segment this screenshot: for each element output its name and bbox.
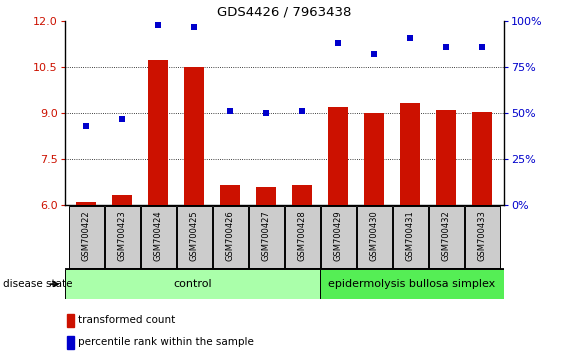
Bar <box>68 336 74 349</box>
FancyBboxPatch shape <box>393 206 427 268</box>
Text: GSM700428: GSM700428 <box>298 211 307 261</box>
Bar <box>149 59 168 205</box>
Bar <box>113 195 132 205</box>
Point <box>334 40 343 46</box>
Point <box>118 116 127 122</box>
Text: GSM700425: GSM700425 <box>190 211 199 261</box>
FancyBboxPatch shape <box>65 269 320 299</box>
Bar <box>256 187 276 205</box>
FancyBboxPatch shape <box>177 206 212 268</box>
FancyBboxPatch shape <box>285 206 320 268</box>
Bar <box>400 103 420 205</box>
Text: GSM700429: GSM700429 <box>334 211 343 261</box>
Bar <box>436 110 456 205</box>
FancyBboxPatch shape <box>429 206 463 268</box>
Point <box>82 123 91 129</box>
Text: GSM700430: GSM700430 <box>370 211 379 261</box>
Point <box>226 109 235 114</box>
Text: GSM700427: GSM700427 <box>262 211 271 261</box>
Text: GSM700426: GSM700426 <box>226 211 235 261</box>
Bar <box>185 67 204 205</box>
Point <box>154 22 163 28</box>
Point <box>370 52 379 57</box>
FancyBboxPatch shape <box>465 206 499 268</box>
Text: GSM700432: GSM700432 <box>442 211 451 261</box>
Text: control: control <box>173 279 212 289</box>
Title: GDS4426 / 7963438: GDS4426 / 7963438 <box>217 6 351 19</box>
Text: GSM700422: GSM700422 <box>82 211 91 261</box>
Bar <box>364 113 384 205</box>
FancyBboxPatch shape <box>357 206 392 268</box>
Bar <box>77 202 96 205</box>
FancyBboxPatch shape <box>141 206 176 268</box>
Bar <box>472 112 492 205</box>
Text: transformed count: transformed count <box>78 315 175 325</box>
Point <box>262 110 271 116</box>
FancyBboxPatch shape <box>105 206 140 268</box>
Point <box>478 44 487 50</box>
Point <box>190 24 199 30</box>
Text: GSM700424: GSM700424 <box>154 211 163 261</box>
FancyBboxPatch shape <box>320 269 504 299</box>
Bar <box>328 107 348 205</box>
Point <box>406 35 415 41</box>
Text: GSM700433: GSM700433 <box>478 211 487 261</box>
Bar <box>68 314 74 327</box>
Point <box>442 44 451 50</box>
Text: GSM700423: GSM700423 <box>118 211 127 261</box>
Text: percentile rank within the sample: percentile rank within the sample <box>78 337 254 348</box>
FancyBboxPatch shape <box>249 206 284 268</box>
FancyBboxPatch shape <box>213 206 248 268</box>
Text: GSM700431: GSM700431 <box>406 211 415 261</box>
Text: epidermolysis bullosa simplex: epidermolysis bullosa simplex <box>328 279 496 289</box>
Bar <box>221 185 240 205</box>
Bar <box>292 185 312 205</box>
FancyBboxPatch shape <box>69 206 104 268</box>
FancyBboxPatch shape <box>321 206 356 268</box>
Text: disease state: disease state <box>3 279 72 289</box>
Point <box>298 109 307 114</box>
